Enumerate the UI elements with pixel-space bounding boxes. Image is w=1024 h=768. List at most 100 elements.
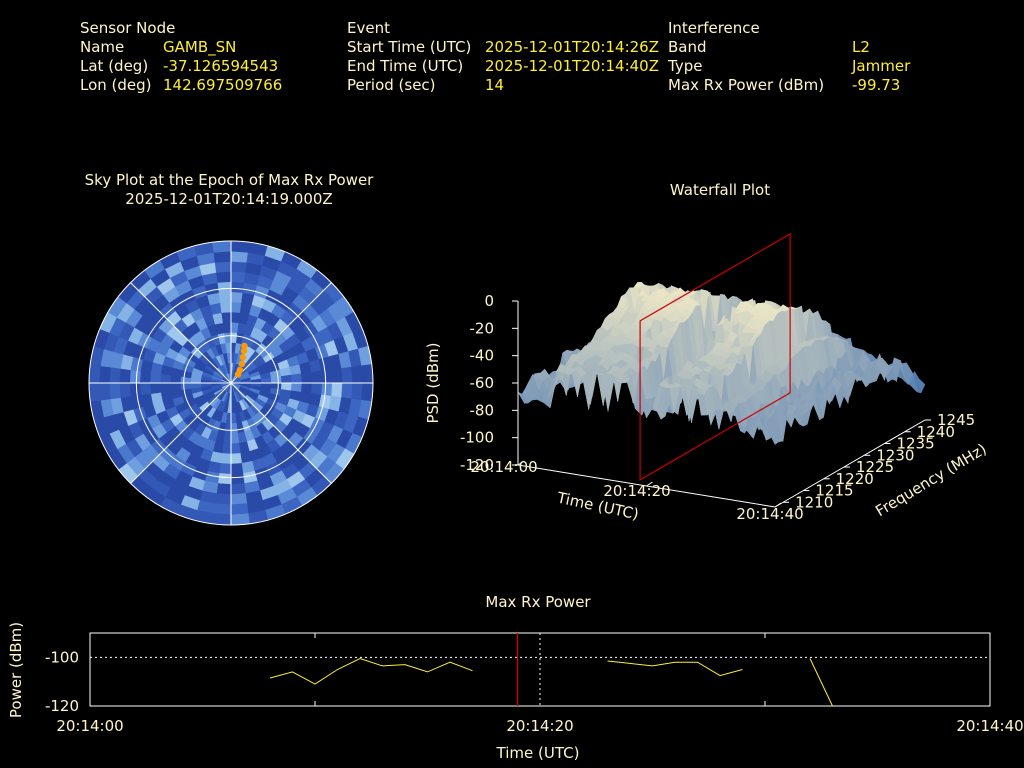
waterfall-cell: [700, 289, 713, 296]
sky-heat-cell: [187, 418, 201, 432]
sky-heat-cell: [221, 382, 232, 390]
waterfall-cell: [830, 368, 842, 395]
sky-heat-cell: [158, 431, 175, 448]
sky-heat-cell: [309, 296, 329, 316]
waterfall-cell: [663, 296, 675, 304]
sky-heat-cell: [160, 364, 173, 376]
waterfall-cell: [646, 326, 658, 337]
waterfall-cell: [827, 365, 839, 385]
waterfall-cell: [672, 286, 684, 326]
power-ylabel: Power (dBm): [7, 621, 25, 719]
waterfall-cell: [906, 362, 918, 393]
waterfall-cell: [659, 353, 671, 402]
waterfall-cell: [643, 320, 655, 341]
waterfall-cell: [828, 337, 840, 359]
waterfall-z-tick-label: 0: [484, 292, 494, 310]
waterfall-cell: [662, 284, 674, 325]
waterfall-cell: [664, 285, 676, 325]
waterfall-cell: [831, 332, 843, 338]
power-x-tick-label: 20:14:00: [56, 717, 123, 735]
sky-heat-cell: [230, 321, 240, 334]
waterfall-cell: [886, 362, 898, 375]
waterfall-cell: [753, 332, 765, 343]
waterfall-cell: [748, 345, 760, 406]
waterfall-cell: [638, 358, 650, 387]
waterfall-cell: [804, 320, 816, 357]
waterfall-cell: [725, 295, 738, 304]
waterfall-cell: [582, 367, 594, 410]
sky-heat-cell: [273, 270, 293, 287]
sky-heat-cell: [358, 399, 373, 421]
waterfall-cell: [800, 398, 812, 411]
waterfall-cell: [781, 346, 793, 367]
waterfall-cell: [805, 391, 817, 404]
sky-heat-cell: [246, 314, 259, 328]
waterfall-cell: [838, 338, 851, 370]
waterfall-cell: [762, 410, 774, 420]
waterfall-cell: [697, 334, 709, 401]
waterfall-cell: [677, 313, 689, 323]
waterfall-cell: [718, 301, 731, 309]
waterfall-cell: [729, 410, 741, 431]
waterfall-cell: [586, 349, 599, 355]
waterfall-cell: [698, 370, 711, 392]
sky-heat-cell: [212, 241, 232, 253]
waterfall-cell: [841, 336, 853, 379]
waterfall-cell: [636, 300, 648, 341]
waterfall-cell: [657, 287, 669, 320]
waterfall-cell: [686, 293, 698, 333]
waterfall-cell: [724, 294, 736, 363]
waterfall-cell: [737, 312, 749, 317]
waterfall-cell: [746, 309, 758, 320]
waterfall-cell: [888, 368, 900, 376]
sky-heat-cell: [296, 401, 310, 415]
sky-heat-cell: [158, 302, 176, 319]
sky-heat-cell: [183, 265, 203, 281]
sky-heat-cell: [186, 351, 200, 364]
sky-heat-cell: [180, 387, 193, 397]
waterfall-cell: [773, 304, 785, 310]
waterfall-cell: [747, 390, 759, 396]
sky-heat-cell: [309, 331, 326, 349]
waterfall-cell: [850, 350, 862, 353]
waterfall-cell: [769, 340, 781, 363]
waterfall-cell: [634, 358, 646, 368]
waterfall-cell: [791, 307, 803, 346]
waterfall-cell: [790, 354, 802, 395]
waterfall-cell: [641, 398, 653, 416]
sky-heat-cell: [230, 432, 240, 445]
sky-heat-cell: [118, 425, 135, 445]
waterfall-cell: [722, 318, 734, 363]
waterfall-cell: [780, 385, 792, 404]
waterfall-cell: [695, 305, 707, 377]
sky-heat-cell: [212, 441, 224, 454]
waterfall-cell: [829, 385, 841, 408]
waterfall-cell: [644, 331, 656, 351]
waterfall-cell: [583, 359, 596, 377]
waterfall-cell: [836, 336, 848, 342]
sky-heat-cell: [176, 504, 198, 521]
sky-heat-cell: [241, 333, 251, 346]
waterfall-cell: [622, 287, 634, 356]
waterfall-cell: [769, 304, 782, 342]
waterfall-cell: [661, 386, 673, 407]
waterfall-cell: [706, 357, 718, 380]
waterfall-cell: [643, 318, 655, 329]
waterfall-cell: [695, 305, 706, 313]
sky-heat-cell: [267, 326, 282, 341]
sky-heat-cell: [230, 372, 236, 384]
sky-heat-cell: [273, 419, 288, 434]
waterfall-cell: [726, 316, 738, 353]
waterfall-cell: [856, 354, 868, 368]
waterfall-cell: [768, 323, 780, 359]
sky-heat-cell: [144, 461, 164, 481]
waterfall-cell: [631, 290, 643, 333]
sky-heat-cell: [222, 382, 232, 391]
waterfall-cell: [608, 353, 620, 365]
sky-heat-cell: [230, 382, 242, 385]
waterfall-cell: [626, 333, 638, 355]
waterfall-cell: [677, 369, 690, 389]
sky-heat-cell: [194, 411, 207, 424]
waterfall-cell: [673, 377, 686, 392]
waterfall-cell: [876, 358, 888, 375]
